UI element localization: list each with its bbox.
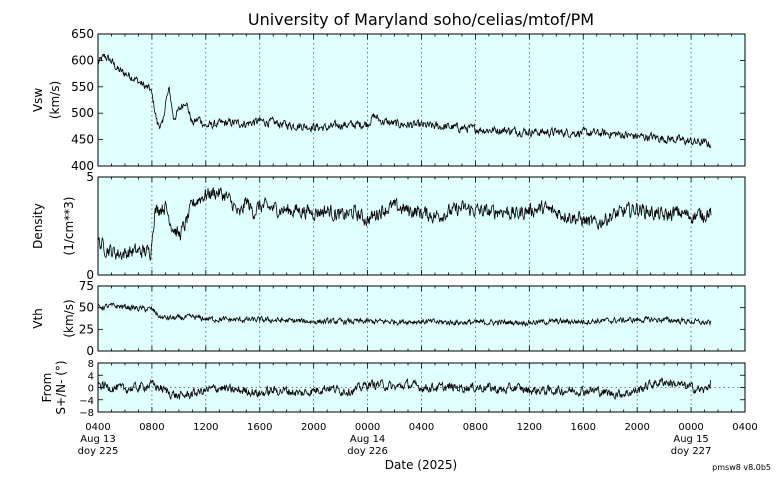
x-tick-label: 0000 [678,422,703,433]
y-tick-label: 550 [71,80,94,94]
y-tick-label: 50 [79,301,94,315]
footnote: pmsw8 v8.0b5 [712,463,771,472]
y-tick-label: 650 [71,27,94,41]
chart-title: University of Maryland soho/celias/mtof/… [248,10,594,29]
y-tick-label: −4 [79,396,94,407]
y-axis-label: Density [31,203,45,249]
x-tick-doy: doy 226 [347,446,388,457]
x-tick-label: 1200 [193,422,218,433]
series-vsw [97,53,712,149]
y-axis-unit: (1/cm**3) [62,197,76,256]
y-tick-label: 400 [71,159,94,173]
series-from [97,377,712,401]
y-axis-label: Vsw [31,88,45,112]
y-axis-unit: (km/s) [48,81,62,119]
x-tick-label: 0400 [732,422,757,433]
y-tick-label: 0 [86,344,94,358]
series-vth [97,302,712,328]
x-tick-label: 0000 [355,422,380,433]
y-tick-label: 500 [71,106,94,120]
x-tick-label: 0400 [409,422,434,433]
y-tick-label: 5 [86,170,94,184]
series-density [97,186,712,262]
y-tick-label: 8 [88,359,94,370]
x-tick-label: 1600 [247,422,272,433]
panel-vth: 0 25 50 75 Vth (km/s) [31,279,746,358]
x-tick-doy: doy 225 [78,446,119,457]
y-tick-label: 0 [88,384,94,395]
y-tick-label: 25 [79,322,94,336]
y-tick-label: 4 [88,371,94,382]
x-tick-label: 1600 [571,422,596,433]
x-tick-label: 1200 [517,422,542,433]
x-tick-day: Aug 15 [673,434,708,445]
y-tick-label: 75 [79,279,94,293]
x-axis-label: Date (2025) [385,458,457,472]
x-tick-doy: doy 227 [671,446,712,457]
panel-background [98,34,745,166]
x-tick-label: 2000 [624,422,649,433]
x-tick-day: Aug 14 [350,434,385,445]
y-tick-label: 450 [71,133,94,147]
x-tick-label: 0800 [463,422,488,433]
y-axis-label: Vth [31,308,45,329]
y-tick-label: 600 [71,53,94,67]
panel-from: −8−40 48 From S+/N- (°) [40,359,746,419]
x-tick-day: Aug 13 [80,434,115,445]
panel-vsw: 400 450 500 550 600 650 Vsw (km/s) [31,27,746,173]
y-axis-label: From [40,373,54,403]
y-tick-label: −8 [79,408,94,419]
x-tick-label: 2000 [301,422,326,433]
y-tick-label: 0 [86,268,94,282]
x-tick-label: 0800 [139,422,164,433]
x-tick-label: 0400 [85,422,110,433]
y-axis-unit: (km/s) [62,299,76,337]
y-axis-unit: S+/N- (°) [54,360,68,414]
panel-density: 0 5 Density (1/cm**3) [31,170,746,282]
